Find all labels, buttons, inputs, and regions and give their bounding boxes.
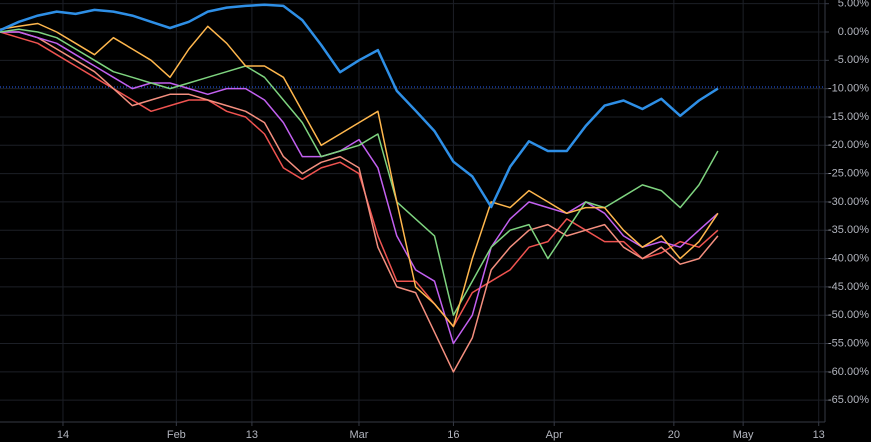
x-tick-label: 14: [57, 429, 69, 441]
y-tick-label: -50.00%: [828, 309, 869, 321]
labels: 5.00% 0.00% -5.00% -10.00% -15.00% -20.00% -25…: [57, 0, 869, 441]
x-tick-label: May: [733, 429, 754, 441]
series-line: [0, 3, 719, 209]
x-tick-label: 20: [668, 429, 680, 441]
series-line: [0, 22, 719, 328]
y-tick-label: -40.00%: [828, 252, 869, 264]
x-tick-label: Apr: [546, 429, 563, 441]
x-tick-label: Mar: [349, 429, 368, 441]
series-line: [0, 28, 719, 316]
series-line: [0, 31, 719, 373]
x-tick-label: 13: [813, 429, 825, 441]
y-tick-label: -30.00%: [828, 196, 869, 208]
y-tick-label: -25.00%: [828, 168, 869, 180]
lines: [0, 3, 825, 373]
y-tick-label: -65.00%: [828, 394, 869, 406]
x-tick-label: 16: [447, 429, 459, 441]
y-tick-label: 5.00%: [838, 0, 869, 10]
y-tick-label: -10.00%: [828, 83, 869, 95]
y-tick-label: -45.00%: [828, 281, 869, 293]
y-tick-label: -55.00%: [828, 337, 869, 349]
y-tick-label: -20.00%: [828, 139, 869, 151]
y-tick-label: -15.00%: [828, 111, 869, 123]
series-line: [0, 31, 719, 328]
y-tick-label: -60.00%: [828, 366, 869, 378]
x-tick-label: 13: [246, 429, 258, 441]
y-tick-label: 0.00%: [838, 26, 869, 38]
series-line: [0, 31, 719, 345]
grid: [0, 0, 825, 422]
x-tick-label: Feb: [167, 429, 186, 441]
y-tick-label: -35.00%: [828, 224, 869, 236]
y-tick-label: -5.00%: [834, 54, 869, 66]
